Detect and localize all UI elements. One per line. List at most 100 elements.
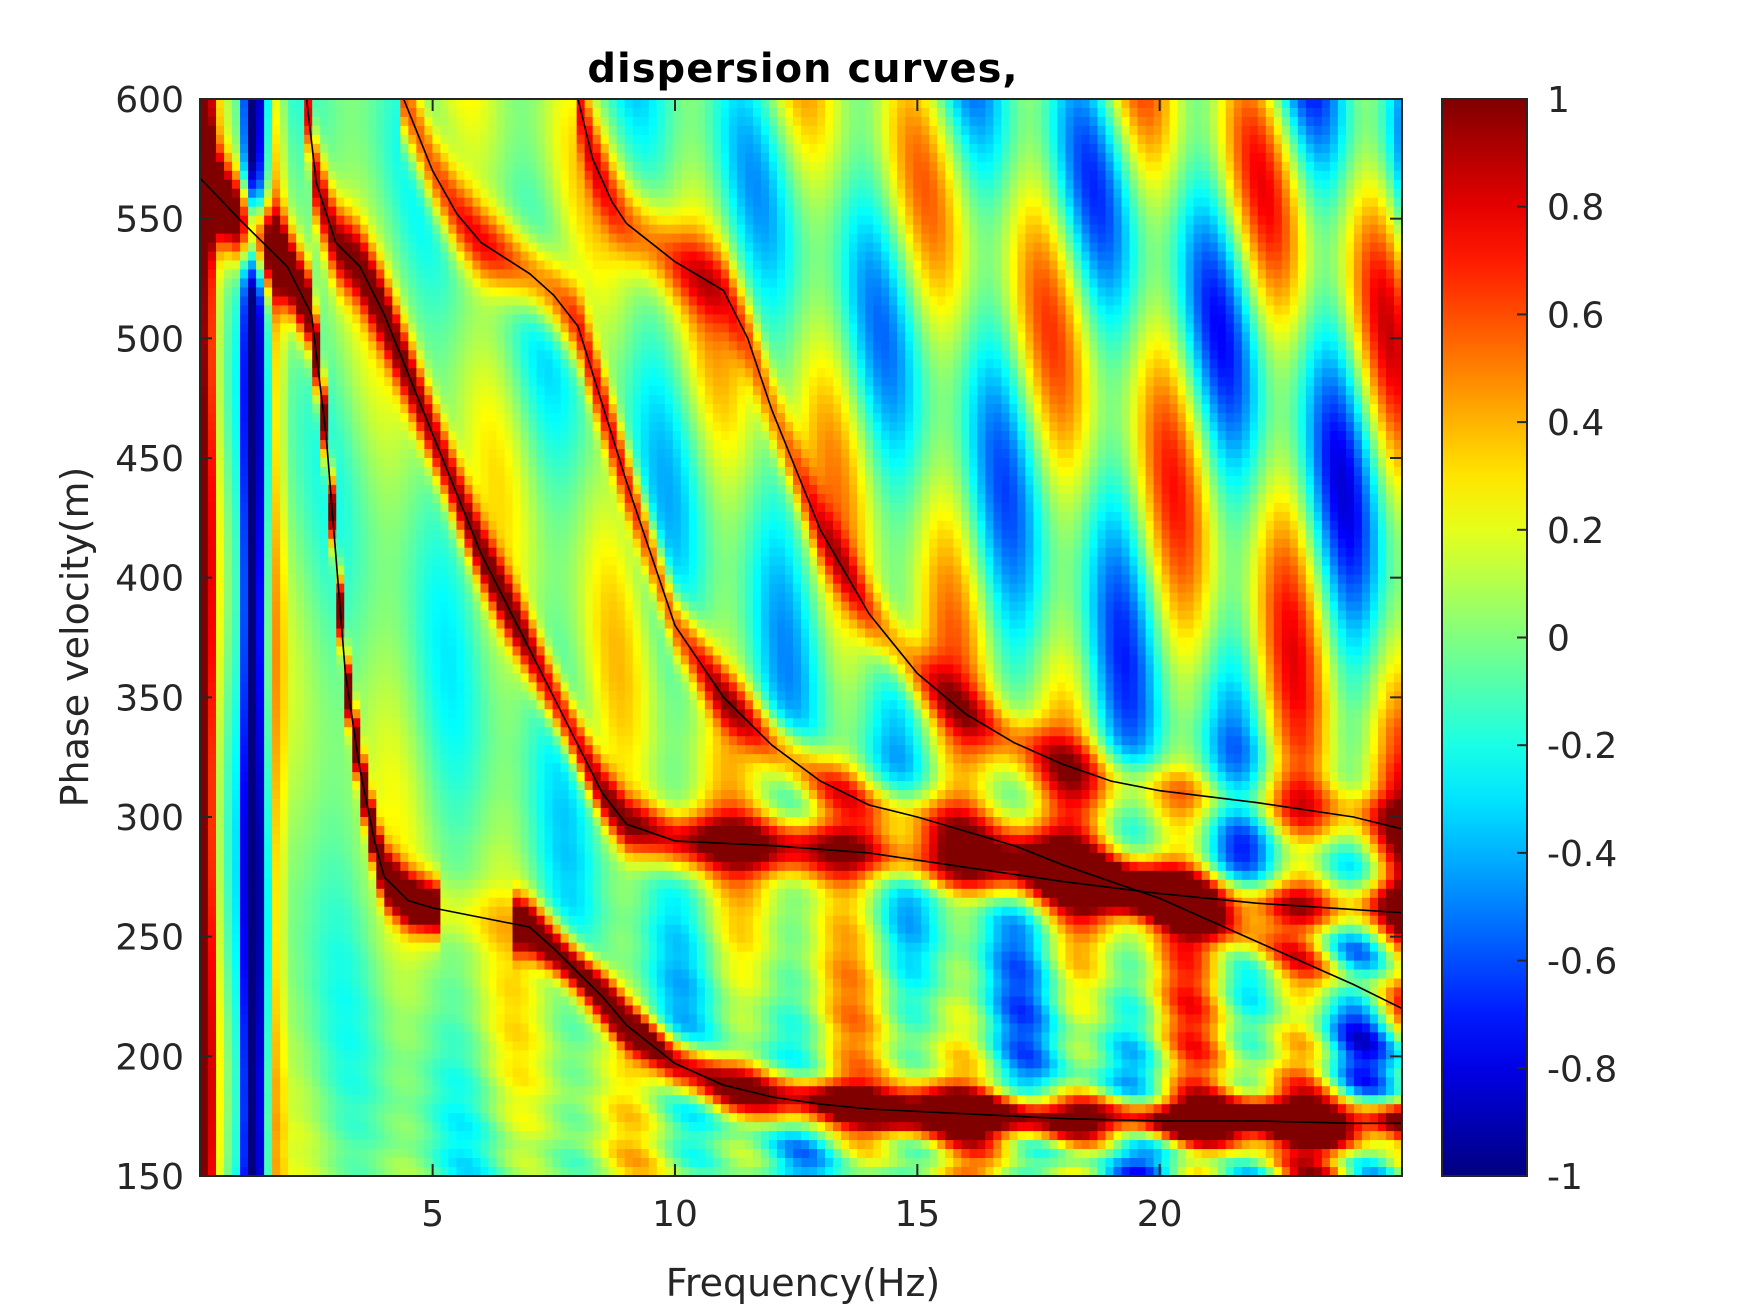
heatmap-cell — [969, 233, 978, 244]
heatmap-cell — [921, 107, 930, 118]
heatmap-cell — [712, 125, 722, 136]
heatmap-cell — [664, 143, 674, 154]
heatmap-cell — [825, 170, 834, 181]
heatmap-cell — [216, 350, 225, 360]
heatmap-cell — [1169, 152, 1179, 163]
heatmap-cell — [576, 287, 586, 298]
heatmap-cell — [304, 350, 313, 360]
heatmap-cell — [857, 215, 866, 226]
heatmap-cell — [472, 197, 482, 208]
heatmap-cell — [544, 260, 554, 271]
heatmap-cell — [1321, 215, 1331, 226]
heatmap-cell — [736, 152, 746, 163]
heatmap-cell — [568, 377, 578, 387]
heatmap-cell — [256, 215, 265, 226]
heatmap-cell — [760, 314, 770, 324]
heatmap-cell — [1209, 350, 1219, 360]
heatmap-cell — [464, 224, 474, 235]
heatmap-cell — [1209, 305, 1219, 315]
heatmap-cell — [640, 314, 650, 324]
heatmap-cell — [776, 314, 786, 324]
heatmap-cell — [304, 206, 313, 217]
heatmap-cell — [1193, 368, 1203, 378]
heatmap-cell — [328, 197, 337, 208]
heatmap-cell — [1265, 314, 1275, 324]
heatmap-cell — [1089, 125, 1099, 136]
heatmap-cell — [696, 323, 706, 333]
heatmap-cell — [1105, 125, 1115, 136]
heatmap-cell — [784, 269, 794, 280]
heatmap-cell — [760, 260, 770, 271]
heatmap-cell — [424, 323, 433, 333]
heatmap-cell — [496, 99, 506, 109]
heatmap-cell — [1273, 368, 1283, 378]
heatmap-cell — [728, 314, 738, 324]
heatmap-cell — [1089, 206, 1099, 217]
heatmap-cell — [1209, 152, 1219, 163]
heatmap-cell — [752, 278, 762, 289]
heatmap-cell — [768, 107, 778, 118]
heatmap-cell — [1161, 278, 1171, 289]
heatmap-cell — [624, 287, 634, 298]
heatmap-cell — [272, 368, 281, 378]
heatmap-cell — [1201, 377, 1211, 387]
heatmap-cell — [456, 143, 466, 154]
heatmap-cell — [496, 134, 506, 145]
heatmap-cell — [873, 323, 882, 333]
heatmap-cell — [528, 125, 538, 136]
heatmap-cell — [448, 215, 458, 226]
heatmap-cell — [632, 323, 642, 333]
heatmap-cell — [1217, 107, 1227, 118]
heatmap-cell — [1057, 233, 1067, 244]
heatmap-cell — [608, 116, 618, 127]
heatmap-cell — [857, 161, 866, 172]
heatmap-cell — [200, 134, 209, 145]
heatmap-cell — [448, 206, 458, 217]
heatmap-cell — [801, 386, 810, 396]
heatmap-cell — [1073, 350, 1083, 360]
heatmap-cell — [264, 116, 273, 127]
heatmap-cell — [817, 278, 826, 289]
heatmap-cell — [704, 224, 714, 235]
heatmap-cell — [1057, 278, 1067, 289]
heatmap-cell — [1361, 323, 1371, 333]
heatmap-cell — [320, 377, 329, 387]
heatmap-cell — [624, 161, 634, 172]
heatmap-cell — [817, 386, 826, 396]
heatmap-cell — [240, 314, 249, 324]
heatmap-cell — [344, 368, 353, 378]
heatmap-cell — [937, 179, 946, 190]
heatmap-cell — [552, 251, 562, 262]
heatmap-cell — [969, 332, 978, 342]
heatmap-cell — [1345, 377, 1355, 387]
heatmap-cell — [560, 251, 570, 262]
heatmap-cell — [841, 332, 850, 342]
heatmap-cell — [833, 170, 842, 181]
heatmap-cell — [632, 278, 642, 289]
heatmap-cell — [656, 188, 666, 199]
heatmap-cell — [969, 287, 978, 298]
heatmap-cell — [1041, 296, 1051, 307]
heatmap-cell — [480, 287, 490, 298]
heatmap-cell — [1329, 359, 1339, 369]
heatmap-cell — [616, 359, 626, 369]
heatmap-cell — [825, 260, 834, 271]
heatmap-cell — [913, 386, 922, 396]
heatmap-cell — [656, 143, 666, 154]
heatmap-cell — [696, 116, 706, 127]
heatmap-cell — [712, 161, 722, 172]
heatmap-cell — [1385, 305, 1395, 315]
heatmap-cell — [408, 278, 417, 289]
heatmap-cell — [1297, 107, 1307, 118]
heatmap-cell — [624, 99, 634, 109]
heatmap-cell — [648, 224, 658, 235]
heatmap-cell — [240, 215, 249, 226]
heatmap-cell — [696, 134, 706, 145]
heatmap-cell — [392, 377, 401, 387]
heatmap-cell — [1377, 215, 1387, 226]
heatmap-cell — [328, 242, 337, 253]
heatmap-cell — [536, 323, 546, 333]
heatmap-cell — [472, 287, 482, 298]
heatmap-cell — [200, 341, 209, 351]
heatmap-cell — [240, 305, 249, 315]
